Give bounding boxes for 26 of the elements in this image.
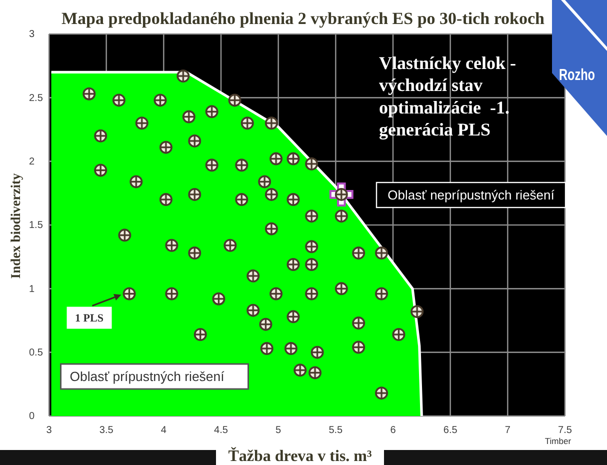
annotation: Vlastnícky celok - východzí stav optimalizácie -1. generácia PLS (379, 53, 516, 140)
text: Timber (544, 436, 572, 446)
y-tick-label: 1.5 (29, 220, 44, 232)
annotation: Oblasť neprípustných riešení (388, 188, 555, 203)
x-tick-label: 4 (160, 425, 167, 436)
x-tick-label: 6.5 (443, 425, 458, 436)
x-tick-label: 7.5 (558, 425, 572, 436)
x-tick-label: 3.5 (99, 425, 114, 436)
y-tick-label: 1 (29, 284, 35, 295)
x-tick-label: 3 (46, 425, 52, 436)
y-tick-label: 0.5 (29, 348, 44, 359)
x-tick-label: 6 (390, 425, 396, 436)
annotation: Rozho (559, 67, 607, 84)
x-tick-label: 5.5 (328, 425, 344, 436)
y-tick-label: 2 (29, 156, 35, 168)
y-tick-label: 2.5 (29, 92, 44, 104)
x-tick-label: 4.5 (214, 425, 228, 436)
x-tick-label: 7 (504, 425, 511, 436)
annotation: Oblasť prípustných riešení (70, 369, 225, 384)
x-axis-title: Ťažba dreva v tis. m³ (228, 447, 372, 465)
x-tick-label: 5 (276, 425, 282, 436)
y-tick-label: 0 (29, 411, 35, 422)
y-axis-title: Index biodiverzity (8, 173, 23, 279)
chart-title: Mapa predpokladaného plnenia 2 vybraných ES po 30-tich rokoch (61, 9, 546, 28)
annotation: 1 PLS (75, 312, 104, 325)
y-tick-label: 3 (29, 29, 35, 40)
